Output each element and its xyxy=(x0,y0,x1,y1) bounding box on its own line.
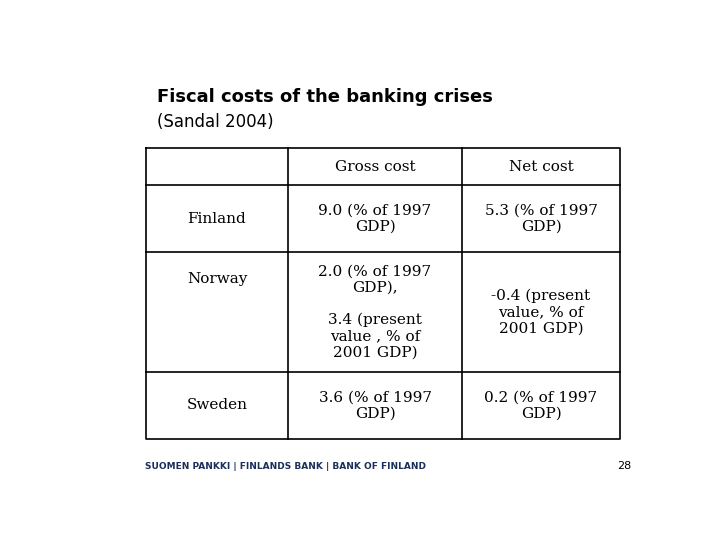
Text: Finland: Finland xyxy=(188,212,246,226)
Text: 3.6 (% of 1997
GDP): 3.6 (% of 1997 GDP) xyxy=(318,390,431,421)
Text: SUOMEN PANKKI | FINLANDS BANK | BANK OF FINLAND: SUOMEN PANKKI | FINLANDS BANK | BANK OF … xyxy=(145,462,426,471)
Text: Norway: Norway xyxy=(186,272,247,286)
Text: -0.4 (present
value, % of
2001 GDP): -0.4 (present value, % of 2001 GDP) xyxy=(492,289,590,335)
Text: 28: 28 xyxy=(617,462,631,471)
Text: (Sandal 2004): (Sandal 2004) xyxy=(157,113,274,131)
Text: Sweden: Sweden xyxy=(186,399,248,413)
Text: 9.0 (% of 1997
GDP): 9.0 (% of 1997 GDP) xyxy=(318,204,431,234)
Text: 0.2 (% of 1997
GDP): 0.2 (% of 1997 GDP) xyxy=(485,390,598,421)
Text: 5.3 (% of 1997
GDP): 5.3 (% of 1997 GDP) xyxy=(485,204,598,234)
Text: 2.0 (% of 1997
GDP),

3.4 (present
value , % of
2001 GDP): 2.0 (% of 1997 GDP), 3.4 (present value … xyxy=(318,265,431,360)
Text: Net cost: Net cost xyxy=(508,160,573,174)
Text: Gross cost: Gross cost xyxy=(335,160,415,174)
Text: Fiscal costs of the banking crises: Fiscal costs of the banking crises xyxy=(157,89,492,106)
